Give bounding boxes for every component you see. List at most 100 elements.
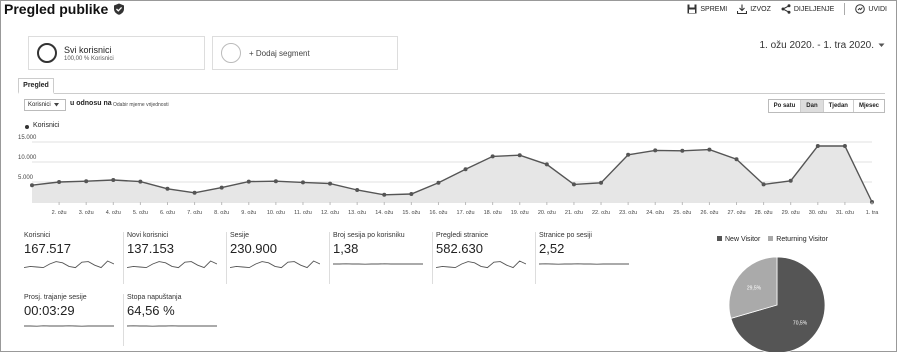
metric-label: Prosj. trajanje sesije	[24, 294, 87, 301]
data-point[interactable]	[382, 192, 387, 197]
x-tick-label: 18. ožu	[484, 210, 502, 216]
metric-card[interactable]: Prosj. trajanje sesije 00:03:29	[24, 294, 124, 344]
series-legend-label: Korisnici	[33, 122, 60, 129]
metric-value: 137.153	[127, 241, 174, 256]
data-point[interactable]	[490, 154, 495, 159]
x-tick-label: 22. ožu	[592, 210, 610, 216]
x-tick-label: 30. ožu	[809, 210, 827, 216]
x-tick-label: 19. ožu	[511, 210, 529, 216]
x-tick-label: 21. ožu	[565, 210, 583, 216]
insights-icon	[855, 4, 866, 14]
metric-divider	[123, 232, 124, 284]
data-point[interactable]	[436, 180, 441, 185]
metric-card[interactable]: Korisnici 167.517	[24, 232, 124, 282]
x-tick-label: 7. ožu	[187, 210, 202, 216]
data-point[interactable]	[111, 178, 116, 182]
metric-value: 64,56 %	[127, 303, 175, 318]
metric-value: 230.900	[230, 241, 277, 256]
date-range-label: 1. ožu 2020. - 1. tra 2020.	[759, 40, 874, 51]
metric-card[interactable]: Broj sesija po korisniku 1,38	[333, 232, 433, 282]
metric-card[interactable]: Stranice po sesiji 2,52	[539, 232, 639, 282]
metric-dropdown-label: Korisnici	[28, 102, 51, 108]
save-button[interactable]: SPREMI	[687, 4, 727, 14]
add-segment-button[interactable]: + Dodaj segment	[212, 36, 398, 70]
data-point[interactable]	[463, 167, 468, 172]
data-point[interactable]	[84, 179, 89, 184]
metric-dropdown[interactable]: Korisnici	[24, 99, 66, 111]
data-point[interactable]	[544, 162, 549, 167]
share-button[interactable]: DIJELJENJE	[781, 4, 834, 14]
data-point[interactable]	[57, 180, 62, 184]
metric-card[interactable]: Novi korisnici 137.153	[127, 232, 227, 282]
x-tick-label: 20. ožu	[538, 210, 556, 216]
data-point[interactable]	[30, 183, 34, 188]
pie-legend: New Visitor Returning Visitor	[717, 236, 828, 243]
pie-legend-returning: Returning Visitor	[768, 236, 828, 243]
metric-card[interactable]: Stopa napuštanja 64,56 %	[127, 294, 227, 344]
granularity-day[interactable]: Dan	[801, 100, 824, 112]
x-tick-label: 11. ožu	[294, 210, 312, 216]
x-tick-label: 27. ožu	[727, 210, 745, 216]
metric-divider	[535, 232, 536, 284]
visitor-pie-chart: 70,5% 29,5%	[728, 256, 826, 352]
granularity-hourly[interactable]: Po satu	[769, 100, 802, 112]
data-point[interactable]	[517, 153, 522, 158]
series-line	[31, 145, 873, 203]
export-icon	[737, 4, 748, 14]
data-point[interactable]	[219, 185, 224, 190]
data-point[interactable]	[788, 178, 793, 183]
legend-returning-label: Returning Visitor	[776, 236, 828, 243]
granularity-month[interactable]: Mjesec	[858, 103, 879, 109]
data-point[interactable]	[599, 180, 604, 185]
data-point[interactable]	[409, 192, 414, 196]
data-point[interactable]	[707, 147, 712, 152]
export-button[interactable]: IZVOZ	[737, 4, 771, 14]
data-point[interactable]	[626, 152, 631, 157]
granularity-week[interactable]: Tjedan	[824, 100, 854, 112]
metric-card[interactable]: Sesije 230.900	[230, 232, 330, 282]
metric-value: 00:03:29	[24, 303, 75, 318]
x-tick-label: 3. ožu	[79, 210, 94, 216]
data-point[interactable]	[734, 157, 739, 162]
date-range-picker[interactable]: 1. ožu 2020. - 1. tra 2020.	[759, 40, 885, 51]
sparkline-path	[230, 260, 320, 269]
x-tick-label: 17. ožu	[457, 210, 475, 216]
data-point[interactable]	[246, 179, 251, 184]
data-point[interactable]	[138, 179, 143, 184]
x-tick-label: 14. ožu	[375, 210, 393, 216]
data-point[interactable]	[842, 144, 847, 148]
actions-divider	[844, 3, 846, 15]
data-point[interactable]	[328, 181, 333, 186]
data-point[interactable]	[761, 182, 766, 187]
x-tick-label: 25. ožu	[673, 210, 691, 216]
data-point[interactable]	[273, 179, 278, 184]
tab-overview[interactable]: Pregled	[18, 78, 54, 94]
compare-metric-link[interactable]: Odabir mjerne vrijednosti	[113, 102, 169, 108]
data-point[interactable]	[165, 186, 170, 191]
pie-legend-new: New Visitor	[717, 236, 760, 243]
legend-new-label: New Visitor	[725, 236, 761, 243]
x-tick-label: 26. ožu	[700, 210, 718, 216]
metric-sparkline	[539, 263, 629, 265]
data-point[interactable]	[300, 180, 305, 185]
report-header: Pregled publike SPREMI IZVOZ DIJELJENJE …	[2, 0, 895, 18]
data-point[interactable]	[571, 182, 576, 187]
x-tick-label: 28. ožu	[755, 210, 773, 216]
pie-slice[interactable]	[730, 256, 826, 352]
x-tick-label: 15. ožu	[402, 210, 420, 216]
data-point[interactable]	[355, 188, 360, 192]
data-point[interactable]	[680, 148, 685, 153]
metric-label: Broj sesija po korisniku	[333, 232, 405, 239]
metric-sparkline	[333, 263, 423, 265]
insights-button[interactable]: UVIDI	[855, 4, 887, 14]
data-point[interactable]	[653, 148, 658, 153]
pie-slice[interactable]	[728, 256, 778, 319]
x-tick-label: 1. tra	[866, 210, 879, 216]
data-point[interactable]	[192, 190, 197, 195]
x-tick-label: 8. ožu	[214, 210, 229, 216]
chevron-down-icon	[878, 43, 885, 47]
metric-card[interactable]: Pregledi stranice 582.630	[436, 232, 536, 282]
data-point[interactable]	[815, 144, 820, 148]
metric-divider	[432, 232, 433, 284]
segment-all-users[interactable]: Svi korisnici 100,00 % Korisnici	[28, 36, 205, 70]
